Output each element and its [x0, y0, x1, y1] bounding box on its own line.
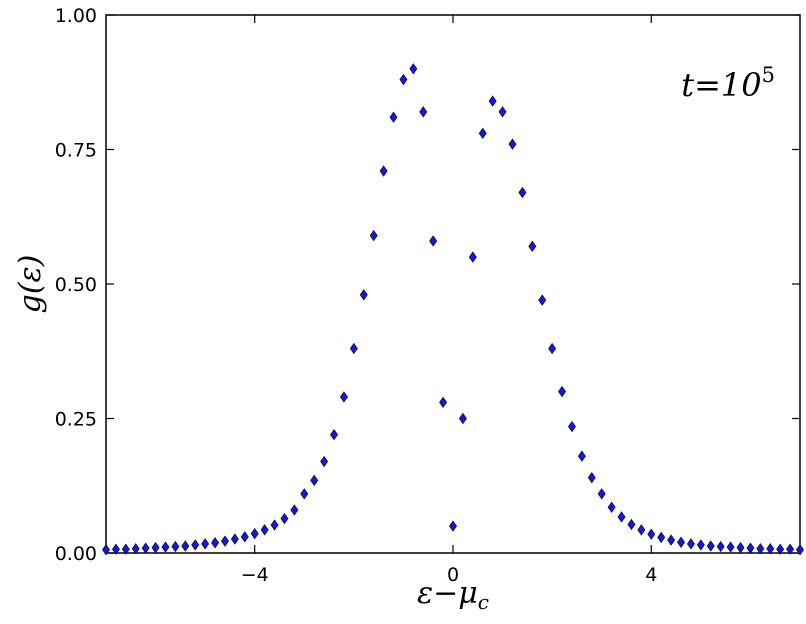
annotation-sup: 5	[762, 63, 775, 87]
data-point	[706, 540, 715, 552]
data-point	[429, 235, 438, 247]
data-point	[389, 111, 398, 123]
data-point	[161, 541, 170, 553]
data-point	[657, 531, 666, 544]
data-point	[756, 542, 765, 555]
data-point	[359, 289, 368, 301]
data-point	[280, 512, 289, 525]
data-point	[786, 543, 795, 555]
data-point	[339, 391, 348, 403]
data-point	[369, 229, 378, 242]
data-point	[439, 396, 448, 409]
y-tick-label: 0.25	[55, 409, 97, 431]
y-tick-label: 0.00	[55, 543, 97, 565]
y-tick-label: 0.75	[55, 140, 97, 162]
data-point	[201, 538, 210, 550]
x-label-main: ε−μ	[417, 576, 478, 611]
data-point	[290, 504, 299, 516]
data-point	[696, 539, 705, 551]
data-point	[449, 520, 457, 532]
data-point	[379, 165, 388, 177]
data-point	[558, 385, 567, 398]
data-point	[419, 106, 428, 118]
data-point	[667, 534, 676, 546]
annotation: t=105	[681, 63, 775, 104]
x-tick-label: 0	[447, 564, 459, 586]
data-point	[677, 536, 686, 548]
data-point	[488, 95, 497, 107]
x-label-sub: c	[478, 590, 489, 614]
data-point	[230, 533, 239, 545]
data-point	[518, 186, 527, 199]
annotation-main: t=10	[681, 66, 761, 104]
data-point	[498, 106, 507, 118]
data-point	[260, 524, 269, 536]
data-point	[577, 450, 586, 462]
data-point	[597, 488, 606, 500]
data-point	[617, 511, 626, 523]
data-point	[171, 540, 180, 553]
data-point	[102, 544, 110, 556]
data-point	[746, 542, 755, 554]
data-point	[151, 541, 160, 554]
data-point	[240, 531, 249, 543]
data-point	[121, 543, 130, 555]
x-axis-label: ε−μc	[417, 576, 489, 614]
data-point	[131, 542, 140, 555]
data-point	[211, 537, 220, 549]
x-tick-label: 4	[645, 564, 657, 586]
data-point	[716, 540, 725, 553]
y-tick-label: 1.00	[55, 5, 97, 27]
data-point	[409, 63, 418, 75]
data-point	[458, 412, 467, 425]
data-point	[250, 527, 259, 540]
data-point	[796, 544, 804, 556]
data-point	[478, 127, 487, 140]
data-point	[686, 538, 695, 550]
data-point	[141, 542, 150, 554]
data-point	[567, 420, 576, 433]
data-point	[647, 528, 656, 540]
data-point	[220, 535, 229, 547]
data-point	[191, 539, 200, 551]
data-point	[181, 540, 190, 552]
data-point	[607, 501, 616, 513]
data-point	[766, 542, 775, 555]
data-point	[310, 474, 319, 487]
data-point	[349, 342, 358, 355]
y-tick-label: 0.50	[55, 274, 97, 296]
data-point	[627, 518, 636, 531]
data-point	[637, 524, 646, 536]
data-point	[330, 428, 339, 441]
y-axis-label: g(ε)	[13, 255, 48, 314]
data-point	[300, 488, 309, 500]
data-point	[508, 138, 517, 150]
data-point	[538, 294, 547, 306]
data-point	[776, 543, 785, 555]
data-point	[270, 519, 279, 531]
data-point	[468, 251, 477, 263]
x-tick-label: −4	[241, 564, 269, 586]
data-point	[587, 471, 596, 484]
data-point	[726, 541, 735, 553]
data-point	[736, 541, 745, 554]
data-point	[320, 455, 329, 468]
data-point	[399, 73, 408, 86]
data-point	[111, 543, 120, 555]
data-point	[528, 240, 537, 253]
data-point	[548, 342, 557, 355]
